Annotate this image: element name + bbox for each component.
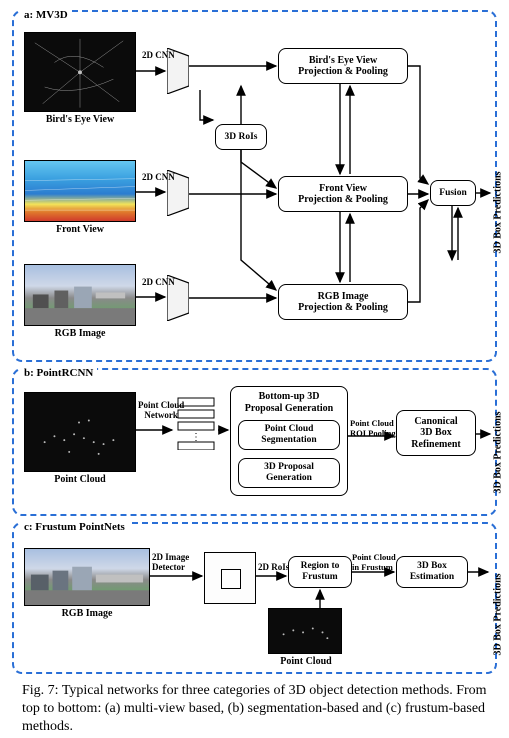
pc-decor-icon <box>25 393 135 472</box>
infrustum-label: Point Cloud in Frustum <box>352 552 396 572</box>
cnn-bev-label: 2D CNN <box>142 50 175 60</box>
pc-label-b: Point Cloud <box>48 474 112 485</box>
pointcloud-image-b <box>24 392 136 472</box>
pc-label-c: Point Cloud <box>278 656 334 667</box>
roi-pool-label: Point Cloud ROI Pooling <box>350 418 396 438</box>
region-frustum-node: Region to Frustum <box>288 556 352 588</box>
detector-label: 2D Image Detector <box>152 552 189 572</box>
panel-a-output-label: 3D Box Predictions <box>493 134 504 254</box>
rgb-image-c <box>24 548 150 606</box>
panel-a-title: a: MV3D <box>20 9 72 21</box>
svg-text:⋮: ⋮ <box>191 432 201 443</box>
bev-decor-icon <box>25 33 135 112</box>
panel-b-title: b: PointRCNN <box>20 367 97 379</box>
cnn-rgb-label: 2D CNN <box>142 277 175 287</box>
rgb-label-a: RGB Image <box>44 328 116 339</box>
front-decor-icon <box>25 161 135 222</box>
rgb-label-c: RGB Image <box>54 608 120 619</box>
rois2d-label: 2D RoIs <box>258 562 289 572</box>
pc-net-label: Point Cloud Network <box>138 400 184 420</box>
box-est-node: 3D Box Estimation <box>396 556 468 588</box>
proj-bev-node: Bird's Eye View Projection & Pooling <box>278 48 408 84</box>
proj-front-node: Front View Projection & Pooling <box>278 176 408 212</box>
panel-c-title: c: Frustum PointNets <box>20 521 129 533</box>
pointcloud-image-c <box>268 608 342 654</box>
bev-label: Bird's Eye View <box>30 114 130 125</box>
cnn-front-label: 2D CNN <box>142 172 175 182</box>
front-label: Front View <box>40 224 120 235</box>
panel-b-output-label: 3D Box Predictions <box>493 374 504 494</box>
rgb-decor-icon <box>25 265 135 326</box>
figure-caption: Fig. 7: Typical networks for three categ… <box>22 682 487 737</box>
seg-subnode: Point Cloud Segmentation <box>238 420 340 450</box>
rois-node: 3D RoIs <box>215 124 267 150</box>
fusion-node: Fusion <box>430 180 476 206</box>
rgbc-decor-icon <box>25 549 149 606</box>
gen-subnode: 3D Proposal Generation <box>238 458 340 488</box>
proj-rgb-node: RGB Image Projection & Pooling <box>278 284 408 320</box>
panel-c-output-label: 3D Box Predictions <box>493 536 504 656</box>
pcc-decor-icon <box>269 609 341 654</box>
frustum-plane-icon <box>204 552 256 604</box>
rgb-image-a <box>24 264 136 326</box>
front-image <box>24 160 136 222</box>
bev-image <box>24 32 136 112</box>
refine-node: Canonical 3D Box Refinement <box>396 410 476 456</box>
figure-area: a: MV3D Bird's Eye View Front View <box>0 0 509 680</box>
